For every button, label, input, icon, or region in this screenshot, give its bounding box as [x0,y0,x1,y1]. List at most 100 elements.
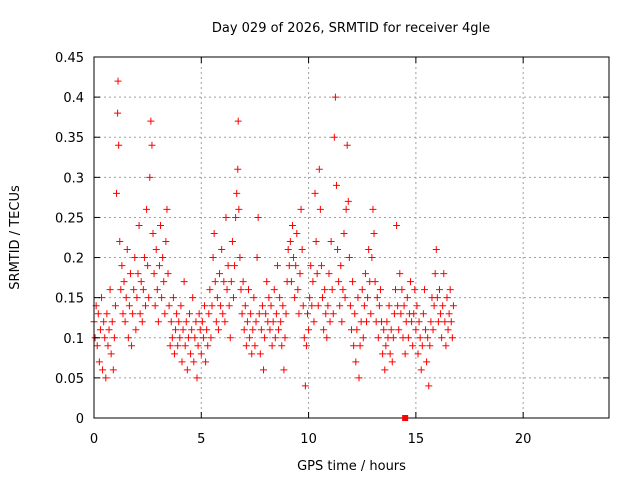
data-point [207,334,215,342]
data-point [241,302,249,310]
data-point [281,334,289,342]
data-point [314,302,322,310]
data-point [102,374,110,382]
chart-title: Day 029 of 2026, SRMTID for receiver 4gl… [212,21,490,36]
data-point [146,173,154,181]
data-point [187,350,195,358]
data-point [338,318,346,326]
data-point [349,278,357,286]
data-point [134,270,142,278]
data-point [107,350,115,358]
data-point [151,302,159,310]
data-point [202,358,210,366]
data-point [154,318,162,326]
data-point [238,310,246,318]
data-point [414,350,422,358]
data-point [368,254,376,262]
data-point [254,213,262,221]
data-point [137,278,145,286]
data-point [128,342,136,350]
data-point [100,318,108,326]
data-point [356,342,364,350]
data-point [190,358,198,366]
data-point [258,302,266,310]
y-tick-label: 0 [76,412,84,427]
data-point [115,141,123,149]
data-point [388,358,396,366]
data-point [188,326,196,334]
data-point [119,310,127,318]
data-point [162,238,170,246]
grid [94,57,609,418]
data-point [118,262,126,270]
y-tick-label: 0.45 [55,51,84,66]
data-point [320,326,328,334]
data-point [159,254,167,262]
x-tick-label: 0 [90,432,98,447]
data-point [400,302,408,310]
data-point [198,318,206,326]
data-point [321,286,329,294]
data-point [430,302,438,310]
y-axis-label: SRMTID / TECUs [8,185,23,290]
data-point [121,318,129,326]
data-point [209,254,217,262]
data-point [181,342,189,350]
data-point [99,366,107,374]
data-point [311,189,319,197]
data-point [228,238,236,246]
data-point [375,302,383,310]
data-point [423,358,431,366]
y-tick-label: 0.05 [55,372,84,387]
data-point [201,302,209,310]
data-point [173,310,181,318]
data-point [95,358,103,366]
data-point [234,165,242,173]
data-point [317,262,325,270]
data-point [189,294,197,302]
x-tick-label: 20 [515,432,532,447]
data-point [263,278,271,286]
data-point [245,286,252,294]
data-point [429,326,437,334]
data-point [440,270,448,278]
data-point [346,302,354,310]
data-point [220,278,228,286]
data-point [93,342,101,350]
data-point [223,286,231,294]
data-point [435,286,443,294]
data-point [109,366,117,374]
data-point [224,262,232,270]
data-point [197,350,205,358]
data-point [108,318,116,326]
data-point [352,358,360,366]
data-point [418,342,426,350]
y-tick-label: 0.2 [63,252,84,267]
data-point [302,342,310,350]
data-point [380,326,388,334]
data-point [367,310,375,318]
data-point [114,77,122,85]
data-point [265,294,273,302]
x-tick-label: 5 [197,432,205,447]
data-point [184,334,192,342]
data-point [174,342,182,350]
data-point [296,270,304,278]
data-point [110,334,118,342]
data-point [345,254,353,262]
data-point [437,310,445,318]
data-point [443,294,451,302]
data-point [330,133,338,141]
data-point [358,286,366,294]
data-point [267,302,275,310]
data-point [214,326,222,334]
data-point [307,262,315,270]
data-point [247,310,255,318]
data-point [135,221,143,229]
data-point [371,278,379,286]
data-point [363,318,371,326]
data-point [170,350,178,358]
data-point [122,294,130,302]
data-point [273,262,281,270]
